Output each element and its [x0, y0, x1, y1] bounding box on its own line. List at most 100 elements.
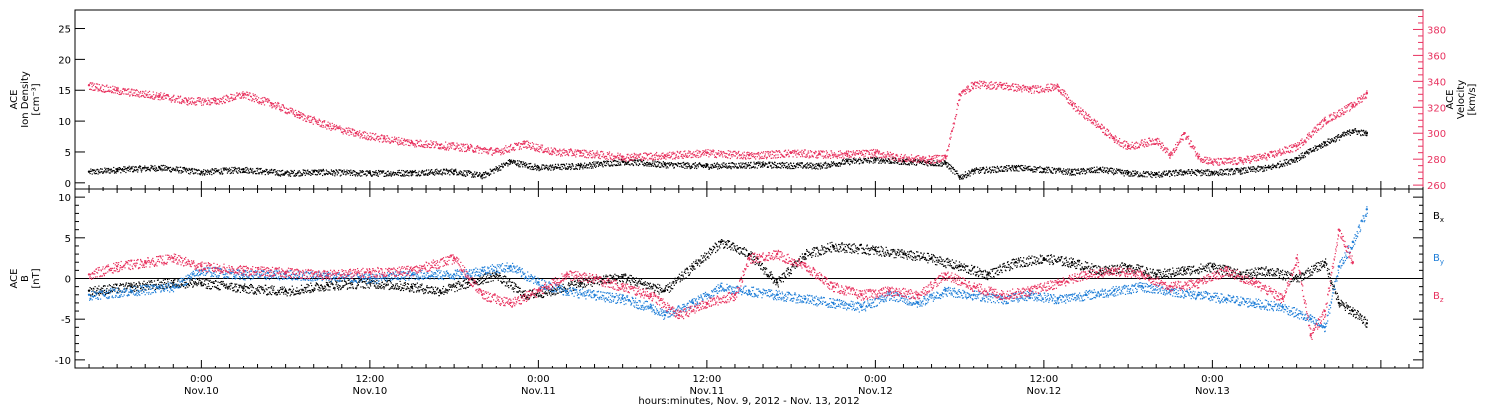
density-sample — [1006, 165, 1007, 166]
density-sample — [400, 172, 401, 173]
density-sample — [233, 173, 234, 174]
velocity-sample — [149, 94, 150, 95]
velocity-sample — [449, 148, 450, 149]
velocity-sample — [258, 102, 259, 103]
density-sample — [125, 172, 126, 173]
density-sample — [668, 163, 669, 164]
density-sample — [1121, 172, 1122, 173]
velocity-sample — [188, 97, 189, 98]
velocity-sample — [585, 150, 586, 151]
density-sample — [996, 167, 997, 168]
density-sample — [703, 167, 704, 168]
density-sample — [1179, 174, 1180, 175]
velocity-sample — [332, 123, 333, 124]
velocity-sample — [716, 157, 717, 158]
density-sample — [744, 163, 745, 164]
density-sample — [1276, 167, 1277, 168]
velocity-sample — [639, 157, 640, 158]
density-sample — [1288, 161, 1289, 162]
density-sample — [122, 168, 123, 169]
velocity-sample — [117, 87, 118, 88]
density-sample — [1097, 172, 1098, 173]
velocity-sample — [403, 140, 404, 141]
density-sample — [1074, 169, 1075, 170]
density-sample — [343, 174, 344, 175]
density-sample — [757, 168, 758, 169]
density-sample — [715, 165, 716, 166]
density-sample — [188, 170, 189, 171]
velocity-sample — [521, 148, 522, 149]
density-sample — [516, 165, 517, 166]
density-sample — [247, 169, 248, 170]
velocity-sample — [222, 103, 223, 104]
velocity-sample — [519, 149, 520, 150]
velocity-sample — [547, 147, 548, 148]
velocity-sample — [658, 159, 659, 160]
velocity-sample — [425, 141, 426, 142]
velocity-sample — [436, 141, 437, 142]
velocity-sample — [653, 159, 654, 160]
velocity-sample — [665, 159, 666, 160]
velocity-sample — [401, 138, 402, 139]
density-sample — [397, 174, 398, 175]
density-sample — [259, 172, 260, 173]
density-sample — [1029, 166, 1030, 167]
density-sample — [1230, 170, 1231, 171]
density-sample — [686, 166, 687, 167]
velocity-sample — [309, 120, 310, 121]
density-sample — [916, 164, 917, 165]
density-sample — [727, 167, 728, 168]
velocity-sample — [416, 146, 417, 147]
density-sample — [440, 171, 441, 172]
density-sample — [304, 173, 305, 174]
velocity-sample — [280, 111, 281, 112]
density-sample — [533, 167, 534, 168]
density-sample — [484, 174, 485, 175]
velocity-sample — [433, 141, 434, 142]
density-sample — [1088, 169, 1089, 170]
density-sample — [541, 167, 542, 168]
density-sample — [1111, 171, 1112, 172]
density-sample — [1074, 174, 1075, 175]
density-sample — [404, 174, 405, 175]
velocity-sample — [611, 155, 612, 156]
density-sample — [1346, 134, 1347, 135]
density-sample — [587, 167, 588, 168]
density-sample — [1135, 174, 1136, 175]
density-sample — [250, 169, 251, 170]
density-sample — [817, 163, 818, 164]
density-sample — [1077, 173, 1078, 174]
velocity-sample — [419, 141, 420, 142]
velocity-sample — [661, 155, 662, 156]
velocity-sample — [177, 98, 178, 99]
velocity-sample — [569, 152, 570, 153]
density-sample — [355, 175, 356, 176]
velocity-sample — [528, 147, 529, 148]
density-sample — [1288, 160, 1289, 161]
density-sample — [185, 169, 186, 170]
density-sample — [376, 170, 377, 171]
density-sample — [164, 167, 165, 168]
density-sample — [577, 169, 578, 170]
density-sample — [1003, 168, 1004, 169]
density-sample — [814, 168, 815, 169]
density-sample — [478, 176, 479, 177]
velocity-sample — [245, 93, 246, 94]
velocity-sample — [580, 155, 581, 156]
density-sample — [1161, 176, 1162, 177]
density-sample — [1251, 169, 1252, 170]
density-sample — [428, 173, 429, 174]
velocity-sample — [675, 158, 676, 159]
density-sample — [298, 171, 299, 172]
velocity-sample — [586, 157, 587, 158]
velocity-sample — [104, 86, 105, 87]
density-sample — [825, 168, 826, 169]
velocity-sample — [539, 151, 540, 152]
velocity-sample — [607, 152, 608, 153]
velocity-sample — [240, 94, 241, 95]
velocity-sample — [230, 94, 231, 95]
density-sample — [815, 168, 816, 169]
density-sample — [1307, 151, 1308, 152]
density-sample — [1069, 175, 1070, 176]
velocity-sample — [359, 130, 360, 131]
